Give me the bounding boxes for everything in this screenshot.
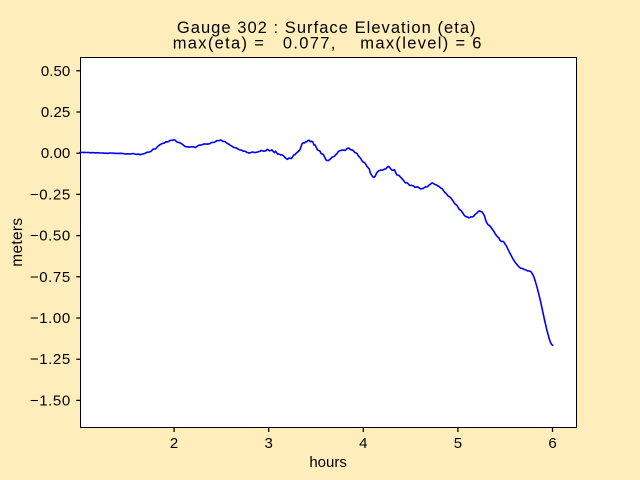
svg-text:max(eta) = 0.077, max(lev: max(eta) = 0.077, max(level) = 6 (173, 35, 482, 53)
svg-text:0.25: 0.25 (41, 104, 70, 121)
svg-text:−1.00: −1.00 (30, 310, 70, 327)
svg-text:4: 4 (359, 435, 367, 452)
svg-text:3: 3 (265, 435, 273, 452)
svg-text:−1.25: −1.25 (30, 351, 70, 368)
svg-text:2: 2 (170, 435, 178, 452)
svg-text:−0.50: −0.50 (30, 228, 70, 245)
svg-text:hours: hours (309, 454, 347, 471)
svg-text:−0.25: −0.25 (30, 186, 70, 203)
svg-text:6: 6 (548, 435, 556, 452)
svg-text:meters: meters (9, 218, 26, 267)
svg-text:0.00: 0.00 (41, 145, 70, 162)
svg-text:0.50: 0.50 (41, 63, 70, 80)
svg-text:Gauge 302 : Surface Elevation: Gauge 302 : Surface Elevation (eta) (177, 19, 476, 37)
svg-text:5: 5 (454, 435, 462, 452)
svg-text:−1.50: −1.50 (30, 392, 70, 409)
svg-text:−0.75: −0.75 (30, 269, 70, 286)
